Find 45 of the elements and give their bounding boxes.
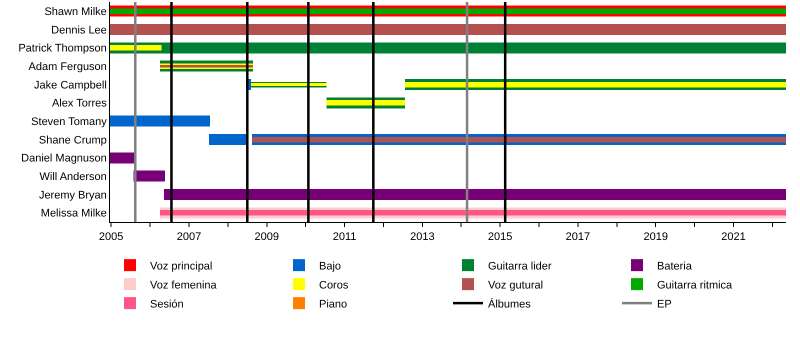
y-tick-label: Steven Tomany — [31, 116, 108, 128]
y-tick-label: Shane Crump — [38, 134, 107, 146]
legend-label: Piano — [319, 298, 348, 310]
y-tick-label: Dennis Lee — [51, 24, 107, 36]
y-tick-label: Daniel Magnuson — [21, 152, 107, 165]
bar — [160, 210, 786, 216]
x-tick-label: 2009 — [254, 231, 279, 244]
bar — [252, 136, 786, 142]
y-tick-label: Melissa Milke — [40, 208, 107, 220]
y-tick-label: Adam Ferguson — [28, 61, 107, 74]
bar — [209, 134, 248, 145]
x-tick-label: 2007 — [176, 231, 202, 244]
legend-label: Coros — [319, 279, 349, 292]
bar — [405, 82, 786, 88]
x-tick-label: 2015 — [488, 231, 512, 244]
bar — [164, 189, 786, 200]
x-tick-label: 2019 — [643, 231, 668, 244]
bar — [110, 42, 786, 54]
legend-label: Voz gutural — [488, 279, 544, 292]
y-tick-label: Will Anderson — [40, 171, 107, 184]
legend-label: Álbumes — [488, 297, 532, 310]
legend-label: Bateria — [657, 260, 693, 272]
bar — [110, 152, 134, 164]
bar — [326, 100, 406, 106]
legend-label: Voz femenina — [150, 279, 218, 292]
legend-label: Voz principal — [150, 260, 212, 272]
y-tick-label: Patrick Thompson — [18, 42, 107, 55]
bar — [110, 116, 210, 127]
bar — [110, 8, 786, 14]
legend-label: EP — [657, 298, 672, 310]
y-tick-label: Alex Torres — [52, 98, 108, 110]
x-tick-label: 2011 — [332, 231, 356, 244]
legend-label: Sesión — [150, 298, 184, 310]
y-tick-label: Jake Campbell — [34, 79, 107, 92]
legend-label: Bajo — [319, 260, 342, 272]
x-tick-label: 2021 — [721, 231, 746, 244]
y-tick-label: Jeremy Bryan — [38, 189, 107, 202]
x-tick-label: 2017 — [566, 231, 590, 244]
legend-label: Guitarra ritmica — [657, 279, 734, 292]
bar — [133, 170, 166, 182]
x-tick-label: 2013 — [410, 231, 435, 244]
x-tick-label: 2005 — [98, 231, 124, 244]
bar — [110, 45, 162, 51]
legend-label: Guitarra lider — [488, 260, 552, 272]
y-tick-label: Shawn Milke — [44, 6, 107, 18]
